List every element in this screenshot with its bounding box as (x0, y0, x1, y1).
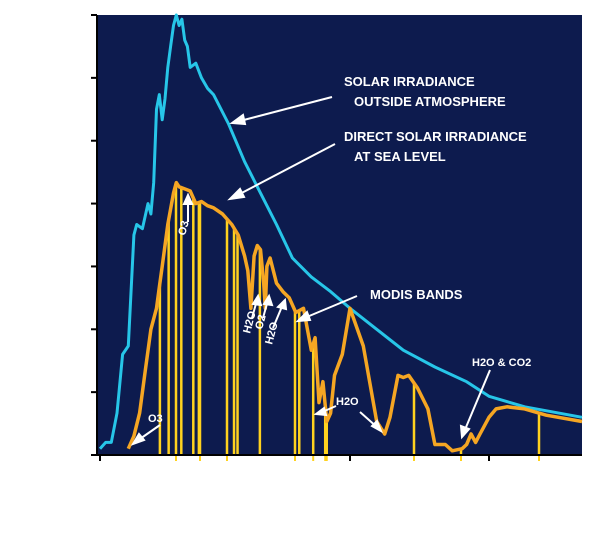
x-tick-936: 936 (314, 462, 325, 479)
x-tick-200: 200 (103, 470, 127, 486)
x-tick-469: 469 (168, 462, 184, 486)
annotation-outside-line1: SOLAR IRRADIANCE (344, 74, 475, 89)
arrow-h2o-c-right-head (370, 419, 383, 434)
y-tick-600: 600 (63, 321, 87, 337)
arrow-outside (235, 96, 333, 123)
x-tick-1240: 1240 (407, 462, 423, 493)
x-tick-1375: 1375 (453, 462, 469, 493)
plot-background (97, 15, 582, 455)
y-tick-0: 0 (78, 447, 86, 463)
y-axis-title: SOLAR SPECTRAL IRRADIANCE (Wm⁻² μm⁻¹) (17, 72, 34, 402)
series-sea-level (126, 180, 583, 453)
x-tick-1640: 1640 (530, 462, 546, 493)
label-h2o-c: H2O (336, 396, 359, 408)
x-tick-940: 940 (323, 462, 334, 479)
label-o3-vis: O3 (176, 219, 191, 236)
x-band-tick-labels: 469 555 645 858 905 936 940 1240 1375 16… (168, 462, 546, 494)
x-tick-645: 645 (218, 462, 234, 486)
modis-bands (158, 183, 541, 455)
y-tick-2100: 2100 (55, 8, 86, 24)
x-tick-555: 555 (191, 462, 207, 486)
arrow-h2o-co2-head (459, 424, 471, 440)
y-tick-1800: 1800 (55, 70, 86, 86)
y-tick-300: 300 (63, 384, 87, 400)
y-tick-1200: 1200 (55, 196, 86, 212)
arrow-modis-head (295, 310, 312, 323)
annotation-sealevel-line2: AT SEA LEVEL (354, 149, 446, 164)
x-tick-858: 858 (286, 462, 302, 486)
label-h2o-co2: H2O & CO2 (472, 357, 531, 369)
arrow-sealevel-head (227, 187, 246, 201)
y-tick-900: 900 (63, 258, 87, 274)
label-o2: O2 (253, 313, 268, 330)
axes (96, 15, 582, 456)
arrow-h2o-b-head (276, 297, 288, 311)
arrow-h2o-c-left-head (313, 406, 328, 417)
x-tick-marks (99, 455, 490, 461)
arrow-outside-head (229, 113, 247, 126)
label-h2o-a: H2O (241, 309, 259, 334)
y-tick-marks (91, 14, 97, 456)
label-h2o-b: H2O (263, 320, 281, 345)
arrow-modis (301, 295, 358, 320)
x-tick-labels: 200 1000 1500 (103, 470, 504, 486)
arrow-o3-vis-head (182, 192, 194, 205)
x-axis-title: WAVELENGTH (nm) (269, 514, 410, 531)
arrow-o3-uv-head (130, 432, 146, 446)
series-outside-atmosphere (98, 13, 583, 450)
x-tick-1000: 1000 (334, 470, 365, 486)
annotation-sealevel-line1: DIRECT SOLAR IRRADIANCE (344, 129, 527, 144)
arrow-h2o-co2 (463, 369, 491, 433)
y-tick-labels: 0 300 600 900 1200 1500 1800 2100 (55, 8, 86, 463)
arrow-o2-head (262, 293, 274, 307)
label-o3-uv: O3 (148, 413, 163, 425)
arrow-sealevel (233, 143, 336, 198)
annotation-modis-bands: MODIS BANDS (370, 287, 463, 302)
x-tick-1500: 1500 (473, 470, 504, 486)
annotation-outside-line2: OUTSIDE ATMOSPHERE (354, 94, 506, 109)
y-tick-1500: 1500 (55, 133, 86, 149)
x-tick-905: 905 (305, 462, 316, 479)
arrow-h2o-a-head (251, 293, 263, 307)
annotation-arrows (130, 96, 491, 446)
